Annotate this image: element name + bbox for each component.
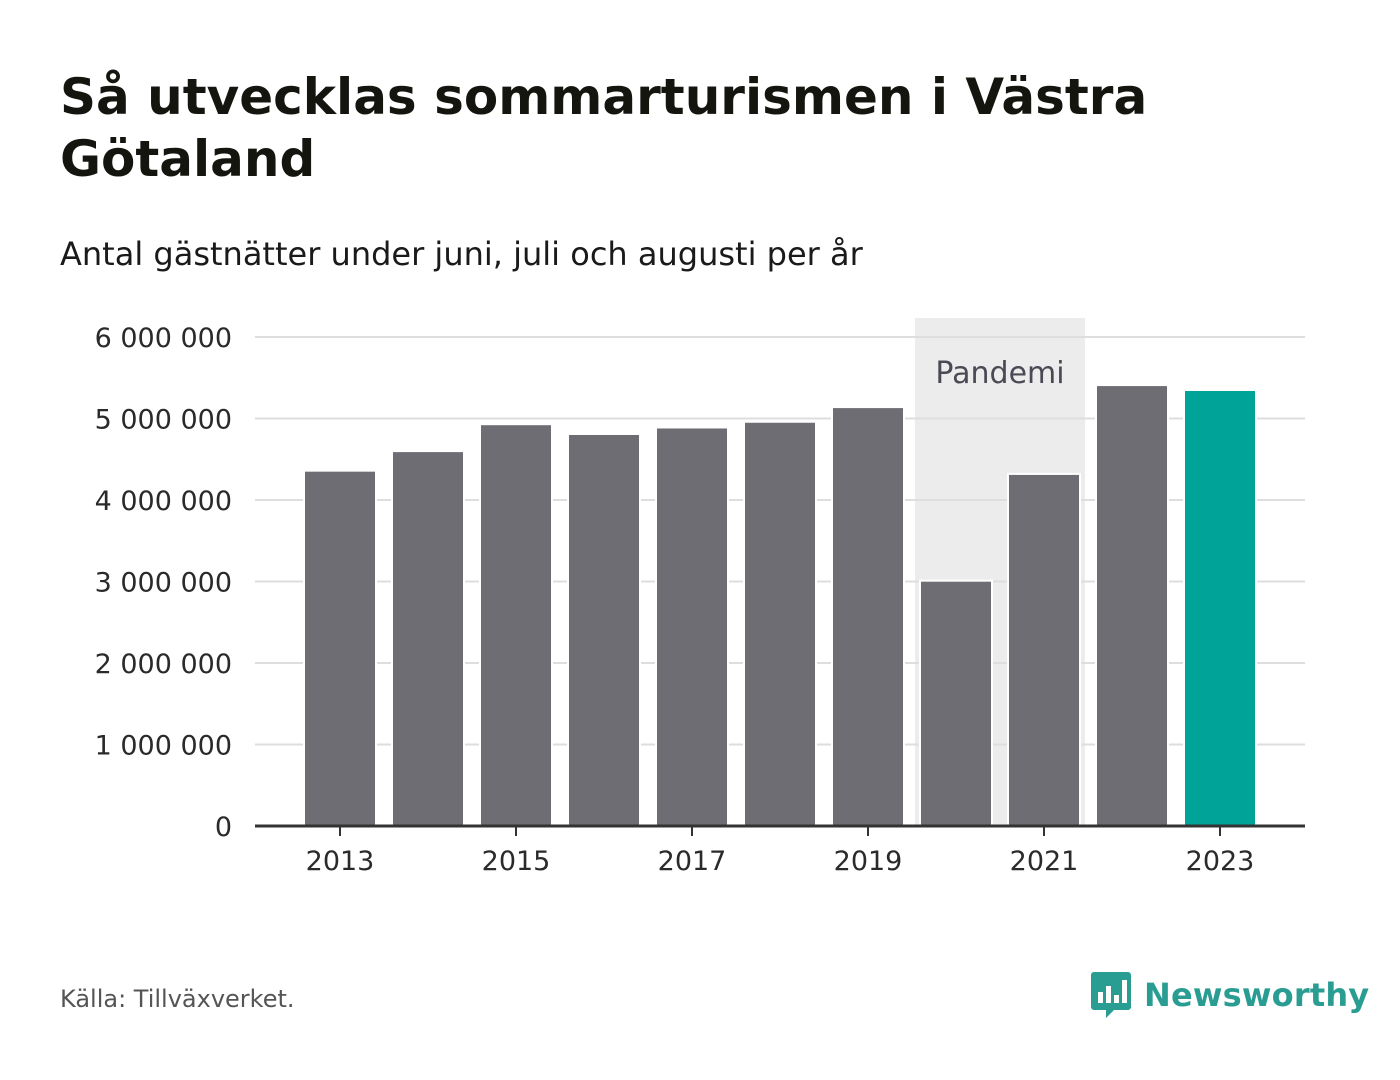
x-tick-label: 2019	[834, 846, 903, 877]
bar-2014	[391, 450, 465, 827]
chart-title: Så utvecklas sommarturismen i Västra Göt…	[60, 68, 1148, 188]
y-tick-label: 2 000 000	[95, 649, 232, 680]
bar-2015	[479, 423, 553, 827]
bar-2016	[567, 432, 641, 827]
x-tick-label: 2017	[658, 846, 727, 877]
tick-labels: 0 1 000 000 2 000 000 3 000 000 4 000 000 5 0…	[95, 323, 1255, 877]
brand-name: Newsworthy	[1144, 976, 1370, 1014]
bar-chart: Pandemi 0 1 000 000 2 000 000 3 000 000 4 00…	[95, 318, 1305, 877]
newsworthy-logo-icon	[1091, 972, 1131, 1018]
x-tick-label: 2015	[482, 846, 551, 877]
bar-2021	[1007, 472, 1081, 827]
newsworthy-logo[interactable]: Newsworthy	[1090, 970, 1369, 1020]
axes	[255, 824, 1305, 836]
y-tick-label: 5 000 000	[95, 405, 232, 436]
bar-2023	[1183, 388, 1257, 827]
bar-2020	[919, 579, 993, 827]
bar-2013	[303, 469, 377, 827]
y-tick-label: 3 000 000	[95, 568, 232, 599]
source-note: Källa: Tillväxverket.	[60, 985, 295, 1013]
bar-2019	[831, 406, 905, 827]
pandemic-label: Pandemi	[935, 356, 1064, 391]
chart-subtitle: Antal gästnätter under juni, juli och au…	[60, 235, 863, 273]
x-tick-label: 2013	[306, 846, 375, 877]
bar-2017	[655, 426, 729, 827]
y-tick-label: 1 000 000	[95, 731, 232, 762]
x-tick-label: 2023	[1186, 846, 1255, 877]
x-tick-label: 2021	[1010, 846, 1079, 877]
bar-2018	[743, 420, 817, 827]
y-tick-label: 0	[215, 812, 232, 843]
bars	[303, 384, 1257, 827]
bar-2022	[1095, 384, 1169, 827]
y-tick-label: 4 000 000	[95, 486, 232, 517]
y-tick-label: 6 000 000	[95, 323, 232, 354]
